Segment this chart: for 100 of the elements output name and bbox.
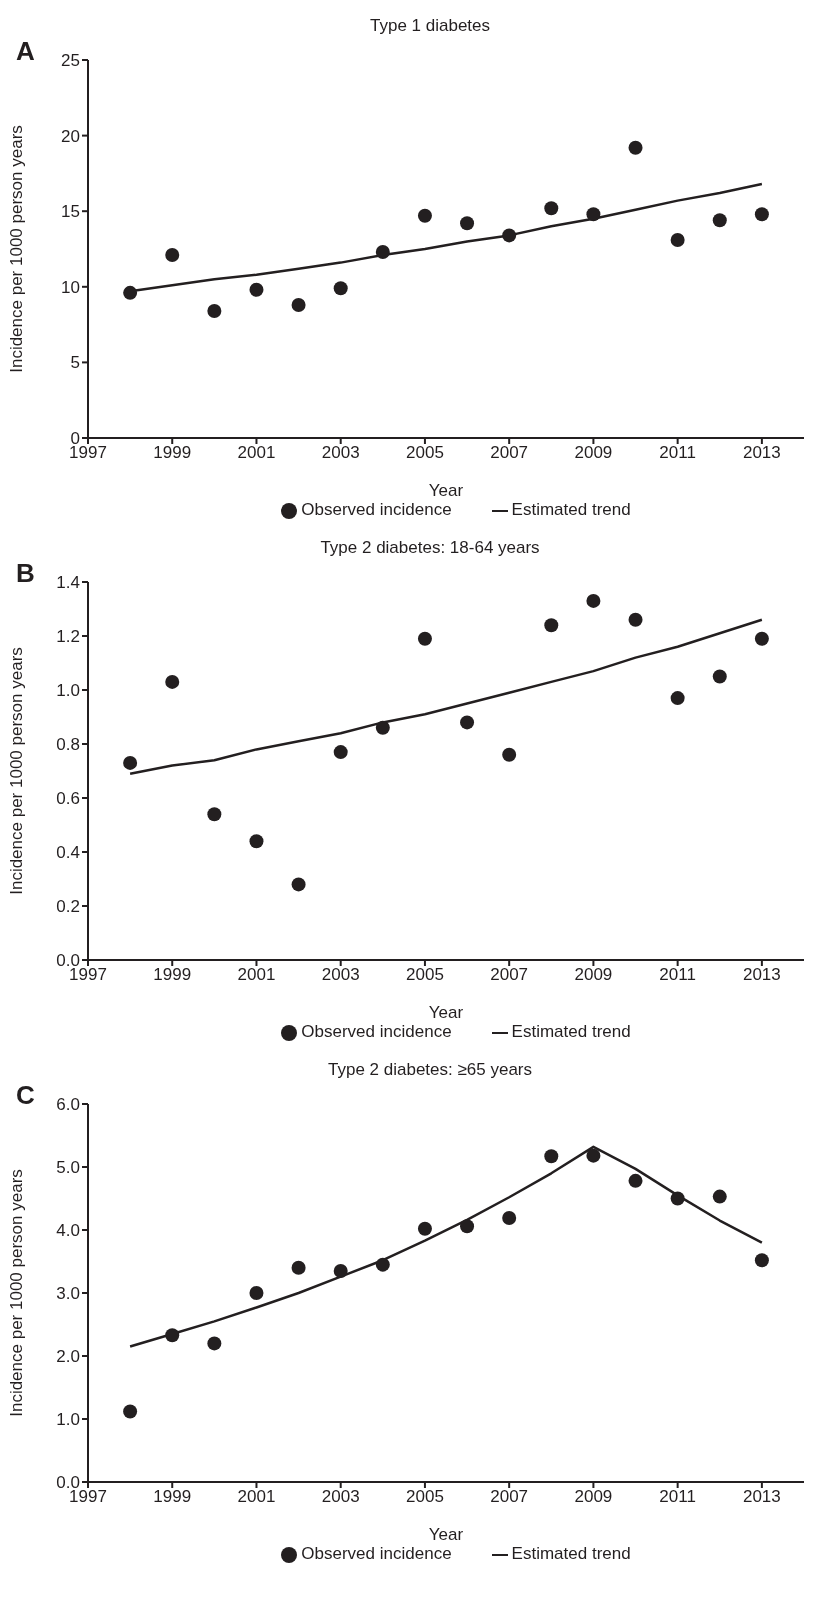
y-tick-label: 0.8 [56, 735, 80, 755]
x-tick-label: 2009 [574, 965, 613, 985]
x-axis-title: Year [428, 1525, 464, 1544]
point [375, 720, 390, 735]
point [207, 303, 222, 318]
point [375, 1257, 390, 1272]
x-tick-label: 2005 [406, 443, 444, 463]
y-tick-label: 4.0 [56, 1221, 80, 1241]
x-tick-label: 2011 [659, 443, 696, 463]
y-axis-title: Incidence per 1000 person years [7, 1169, 27, 1417]
point [754, 631, 769, 646]
text: A [16, 36, 35, 67]
point [502, 1211, 517, 1226]
point [123, 1404, 138, 1419]
x-tick-label: 2001 [237, 1487, 276, 1507]
y-tick-label: 15 [61, 202, 80, 222]
chart-title: Type 2 diabetes: ≥65 years [327, 1060, 532, 1079]
point [417, 208, 432, 223]
legend-label: Observed incidence [301, 500, 452, 519]
point [291, 877, 306, 892]
line-series [128, 618, 764, 775]
y-tick-label: 6.0 [56, 1095, 80, 1115]
point [249, 834, 264, 849]
x-tick-label: 2007 [490, 965, 529, 985]
point [165, 674, 180, 689]
point [754, 207, 769, 222]
x-tick-label: 1999 [153, 443, 192, 463]
text: B [16, 558, 35, 589]
point [249, 1286, 264, 1300]
y-tick-label: 3.0 [56, 1284, 80, 1304]
legend-label: Observed incidence [301, 1544, 452, 1563]
x-tick-label: 2007 [490, 443, 529, 463]
y-tick-label: 25 [61, 51, 80, 71]
point [628, 1173, 643, 1188]
point [291, 1260, 306, 1275]
y-tick-label: 0.4 [56, 843, 80, 863]
y-axis-title: Incidence per 1000 person years [7, 647, 27, 895]
point [375, 245, 390, 260]
point [544, 618, 559, 633]
text: C [16, 1080, 35, 1111]
x-tick-label: 2013 [742, 443, 781, 463]
x-tick-label: 1999 [153, 1487, 192, 1507]
legend-label: Estimated trend [511, 1544, 631, 1563]
point [712, 1189, 727, 1204]
point [712, 669, 727, 684]
x-tick-label: 2007 [490, 1487, 529, 1507]
point [544, 201, 559, 216]
x-tick-label: 2011 [659, 965, 696, 985]
x-tick-label: 2003 [321, 443, 360, 463]
y-tick-label: 20 [61, 126, 80, 146]
point [544, 1149, 559, 1164]
line-series [128, 1145, 764, 1348]
point [291, 297, 306, 312]
point [502, 747, 517, 762]
point [165, 248, 180, 263]
x-tick-label: 2003 [321, 965, 360, 985]
point [460, 216, 475, 231]
point [754, 1253, 769, 1268]
x-tick-label: 2009 [574, 443, 613, 463]
point [670, 691, 685, 706]
point [207, 807, 222, 822]
x-tick-label: 1999 [153, 965, 192, 985]
y-tick-label: 1.4 [56, 573, 80, 593]
point [165, 1328, 180, 1343]
legend-label: Observed incidence [301, 1022, 452, 1041]
x-axis-title: Year [428, 1003, 464, 1022]
point [628, 612, 643, 627]
x-tick-label: 2005 [406, 1487, 444, 1507]
y-tick-label: 5.0 [56, 1158, 80, 1178]
point [670, 232, 685, 247]
point [417, 1221, 432, 1236]
x-tick-label: 2011 [659, 1487, 696, 1507]
x-axis-title: Year [428, 481, 464, 500]
x-tick-label: 2003 [321, 1487, 360, 1507]
point [670, 1191, 685, 1206]
x-tick-label: 2013 [742, 965, 781, 985]
x-tick-label: 2001 [237, 965, 276, 985]
point [586, 207, 601, 222]
point [712, 213, 727, 228]
point [207, 1336, 222, 1351]
x-tick-label: 2001 [237, 443, 276, 463]
legend-label: Estimated trend [511, 500, 631, 519]
chart-title: Type 1 diabetes [369, 16, 491, 35]
y-tick-label: 5 [70, 353, 80, 373]
x-tick-label: 2009 [574, 1487, 613, 1507]
point [586, 593, 601, 608]
point [502, 228, 517, 243]
point [460, 1219, 475, 1234]
point [460, 715, 475, 730]
point [586, 1148, 601, 1163]
y-tick-label: 1.0 [56, 681, 80, 701]
y-tick-label: 10 [61, 277, 80, 297]
point [123, 285, 138, 300]
point [249, 282, 264, 297]
point [123, 755, 138, 770]
y-tick-label: 2.0 [56, 1347, 80, 1367]
point [417, 631, 432, 646]
y-axis-title: Incidence per 1000 person years [7, 125, 27, 373]
y-tick-label: 1.2 [56, 627, 80, 647]
x-tick-label: 2005 [406, 965, 444, 985]
